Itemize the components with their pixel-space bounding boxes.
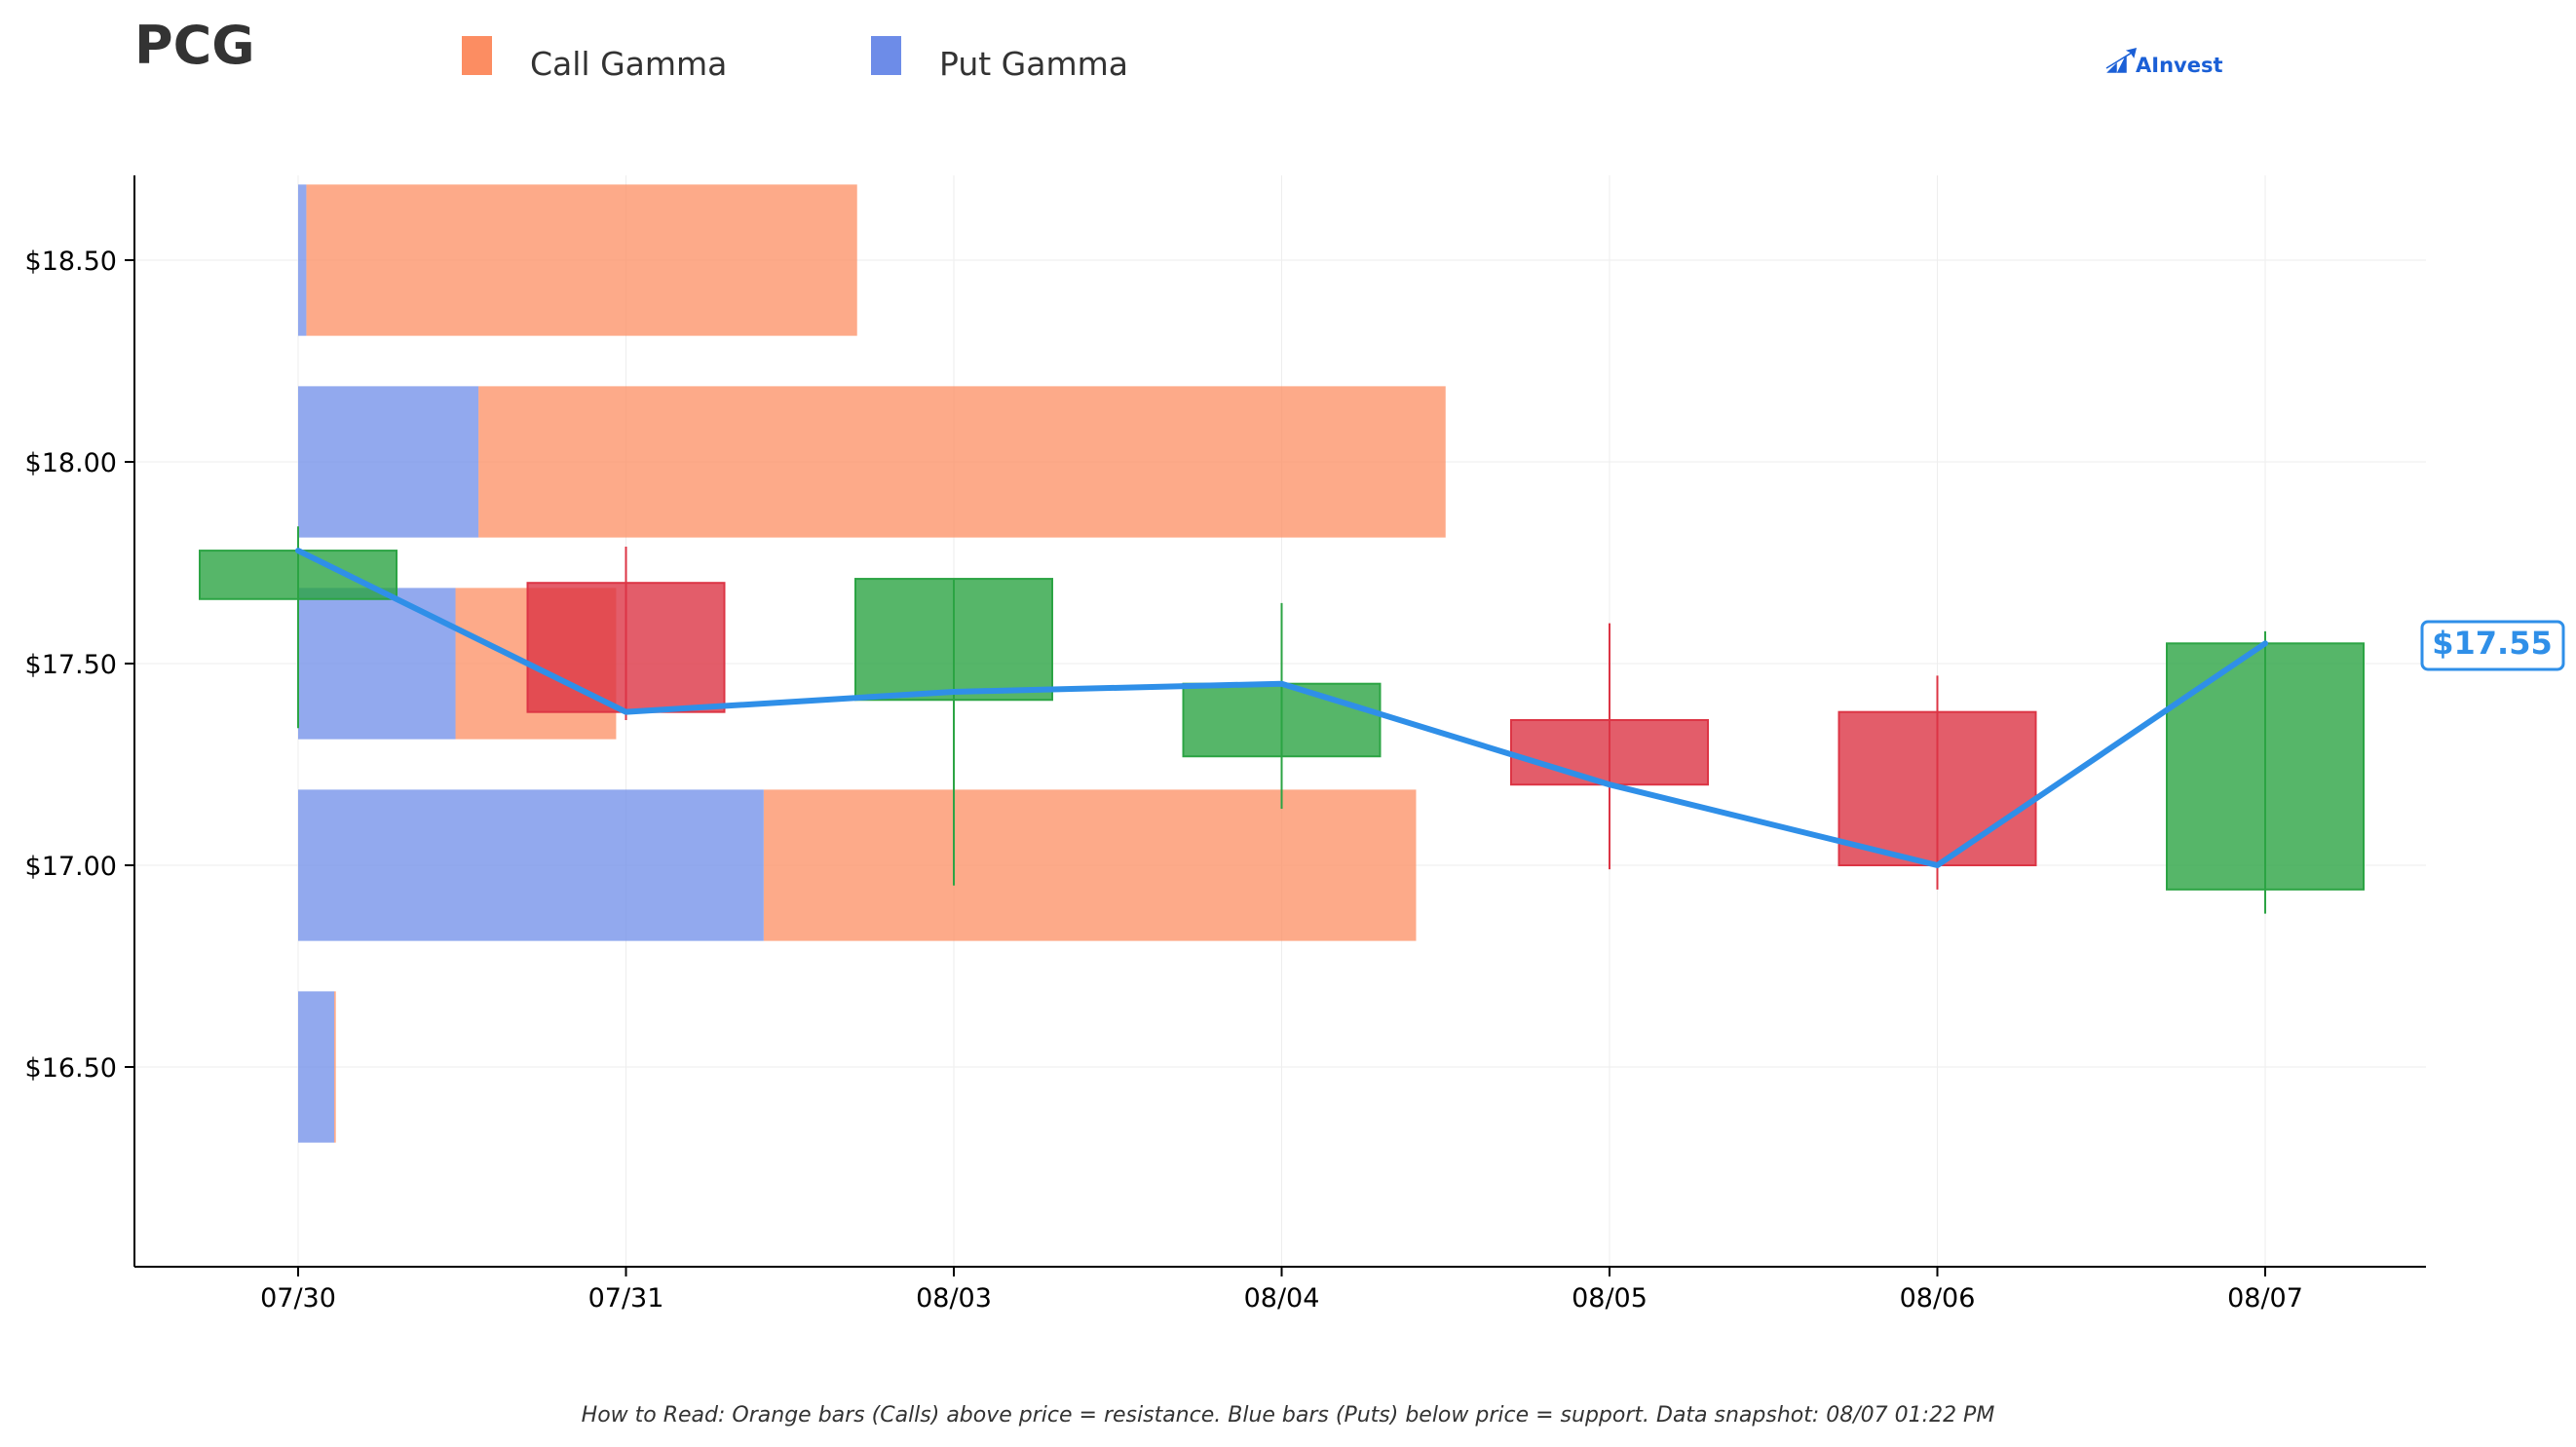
- x-tick-label-0: 07/30: [260, 1283, 336, 1314]
- x-tick-label-6: 08/07: [2227, 1283, 2303, 1314]
- x-tick-label-4: 08/05: [1572, 1283, 1648, 1314]
- price-line-group: [295, 548, 2268, 868]
- candle-body-3: [1182, 682, 1382, 758]
- legend: Call Gamma Put Gamma: [462, 36, 1128, 83]
- call-gamma-bar-0: [306, 184, 857, 336]
- put-gamma-bar-1: [298, 386, 479, 538]
- x-tick-label-3: 08/04: [1244, 1283, 1320, 1314]
- call-gamma-bar-4: [334, 991, 336, 1143]
- candle-body-2: [854, 578, 1053, 702]
- x-tick-label-1: 07/31: [588, 1283, 664, 1314]
- current-price-box: [2420, 620, 2565, 671]
- y-tick-label-3: $18.00: [25, 448, 117, 478]
- candle-body-6: [2166, 642, 2365, 891]
- call-gamma-bar-3: [763, 789, 1417, 941]
- current-price-tag: $17.55: [2420, 620, 2565, 671]
- put-gamma-legend-label: Put Gamma: [939, 45, 1128, 83]
- call-gamma-swatch: [462, 36, 492, 75]
- current-price-label: $17.55: [2432, 625, 2552, 662]
- put-gamma-bar-4: [298, 991, 335, 1143]
- y-tick-label-4: $18.50: [25, 247, 117, 277]
- x-tick-label-2: 08/03: [916, 1283, 992, 1314]
- call-gamma-bar-1: [478, 386, 1446, 538]
- y-axis-ticks: $16.50 $17.00 $17.50 $18.00 $18.50: [25, 247, 134, 1084]
- put-gamma-bar-3: [298, 789, 764, 941]
- y-tick-label-1: $17.00: [25, 852, 117, 882]
- price-line: [295, 548, 2268, 868]
- brand-logo: AInvest: [2105, 47, 2223, 77]
- x-axis-ticks: 07/30 07/31 08/03 08/04 08/05 08/06 08/07: [260, 1267, 2303, 1314]
- candle-body-4: [1510, 718, 1709, 786]
- candle-body-0: [199, 550, 398, 600]
- footnote: How to Read: Orange bars (Calls) above p…: [582, 1403, 1995, 1428]
- candle-body-5: [1837, 710, 2037, 866]
- brand-logo-text: AInvest: [2136, 54, 2223, 77]
- y-tick-label-2: $17.50: [25, 650, 117, 680]
- put-gamma-bar-2: [298, 588, 456, 740]
- x-tick-label-5: 08/06: [1900, 1283, 1976, 1314]
- ticker-title: PCG: [134, 15, 255, 76]
- candlesticks: [199, 526, 2365, 914]
- call-gamma-legend-label: Call Gamma: [530, 45, 727, 83]
- y-tick-label-0: $16.50: [25, 1053, 117, 1084]
- put-gamma-swatch: [871, 36, 901, 75]
- candle-body-1: [526, 582, 726, 713]
- axes: [133, 175, 2426, 1268]
- brand-logo-icon: [2105, 47, 2138, 73]
- put-gamma-bar-0: [298, 184, 307, 336]
